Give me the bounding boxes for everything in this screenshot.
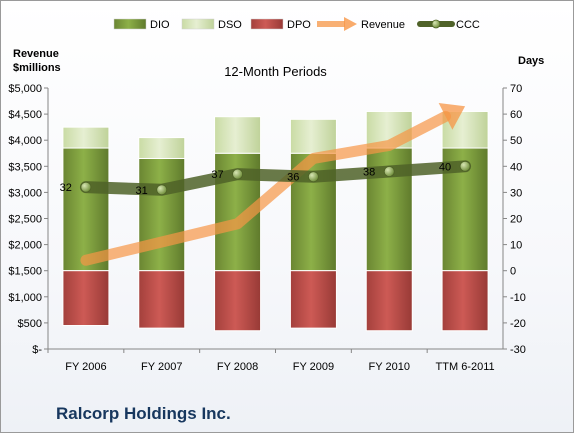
legend-label-dso: DSO xyxy=(218,19,242,31)
left-tick-label: $5,000 xyxy=(8,83,42,95)
legend-swatch-dpo xyxy=(250,18,284,30)
left-tick-label: $- xyxy=(32,344,42,356)
dpo-bar xyxy=(365,270,413,332)
revenue-series xyxy=(80,103,466,266)
dpo-bar xyxy=(441,270,489,332)
right-axis-label: Days xyxy=(518,55,544,67)
company-name: Ralcorp Holdings Inc. xyxy=(56,404,231,423)
revenue-arrowhead xyxy=(438,103,466,130)
x-tick-label: FY 2006 xyxy=(65,361,106,373)
ccc-point xyxy=(308,171,319,183)
dso-bar xyxy=(62,126,110,149)
chart-svg: DIO DSO DPO Revenue CCC 12-Month Periods Reve… xyxy=(8,17,544,373)
left-tick-label: $3,000 xyxy=(8,187,42,199)
ccc-series: 32 31 37 36 38 40 xyxy=(60,160,472,197)
x-tick-label: FY 2009 xyxy=(293,361,334,373)
right-tick-label: 50 xyxy=(510,135,522,147)
dso-bar xyxy=(289,118,337,154)
ccc-data-label: 37 xyxy=(211,169,223,181)
right-tick-label: 0 xyxy=(510,266,516,278)
right-tick-label: -10 xyxy=(510,292,526,304)
legend-swatch-ccc-dot xyxy=(431,19,441,29)
right-tick-label: -30 xyxy=(510,344,526,356)
legend: DIO DSO DPO Revenue CCC xyxy=(113,17,480,31)
x-tick-label: FY 2010 xyxy=(369,361,410,373)
left-tick-label: $1,500 xyxy=(8,266,42,278)
dso-bar xyxy=(214,116,262,154)
ccc-point xyxy=(156,184,168,196)
left-axis-label-unit: $millions xyxy=(13,62,61,74)
ccc-data-label: 31 xyxy=(136,185,148,197)
legend-label-ccc: CCC xyxy=(456,19,480,31)
right-tick-label: 40 xyxy=(510,161,522,173)
right-tick-label: 10 xyxy=(510,240,522,252)
left-tick-label: $4,500 xyxy=(8,109,42,121)
left-tick-label: $1,000 xyxy=(8,292,42,304)
right-tick-label: 30 xyxy=(510,187,522,199)
dpo-bar xyxy=(138,270,186,329)
right-tick-label: 20 xyxy=(510,214,522,226)
left-tick-label: $500 xyxy=(18,318,42,330)
right-tick-label: 60 xyxy=(510,109,522,121)
left-tick-label: $4,000 xyxy=(8,135,42,147)
left-tick-label: $3,500 xyxy=(8,161,42,173)
dpo-bar xyxy=(62,270,110,327)
right-tick-label: -20 xyxy=(510,318,526,330)
dpo-bar xyxy=(289,270,337,329)
ccc-point xyxy=(232,168,243,180)
legend-swatch-dio xyxy=(113,18,147,30)
legend-label-dio: DIO xyxy=(150,19,170,31)
axes: 12-Month Periods Revenue $millions Days $- $5… xyxy=(8,48,544,373)
x-tick-label: TTM 6-2011 xyxy=(436,361,495,373)
dso-bar xyxy=(138,137,186,159)
ccc-data-label: 38 xyxy=(363,167,375,179)
revenue-line xyxy=(80,110,452,266)
legend-label-revenue: Revenue xyxy=(361,19,405,31)
dpo-bar xyxy=(214,270,262,332)
bars xyxy=(62,110,489,332)
left-tick-label: $2,000 xyxy=(8,240,42,252)
legend-label-dpo: DPO xyxy=(287,19,311,31)
ccc-point xyxy=(459,160,471,172)
right-tick-label: 70 xyxy=(510,83,522,95)
ccc-point xyxy=(80,181,92,193)
ccc-point xyxy=(383,166,395,177)
chart-title: 12-Month Periods xyxy=(224,64,327,79)
x-tick-label: FY 2008 xyxy=(217,361,258,373)
legend-swatch-dso xyxy=(181,18,215,30)
left-tick-label: $2,500 xyxy=(8,214,42,226)
ccc-data-label: 32 xyxy=(60,182,72,194)
legend-swatch-revenue-arrow xyxy=(344,17,357,31)
ccc-data-label: 40 xyxy=(439,161,451,173)
left-axis-label: Revenue xyxy=(13,48,59,60)
ccc-line xyxy=(79,160,472,196)
ccc-data-label: 36 xyxy=(287,172,299,184)
x-tick-label: FY 2007 xyxy=(141,361,182,373)
dio-bar xyxy=(138,157,186,272)
